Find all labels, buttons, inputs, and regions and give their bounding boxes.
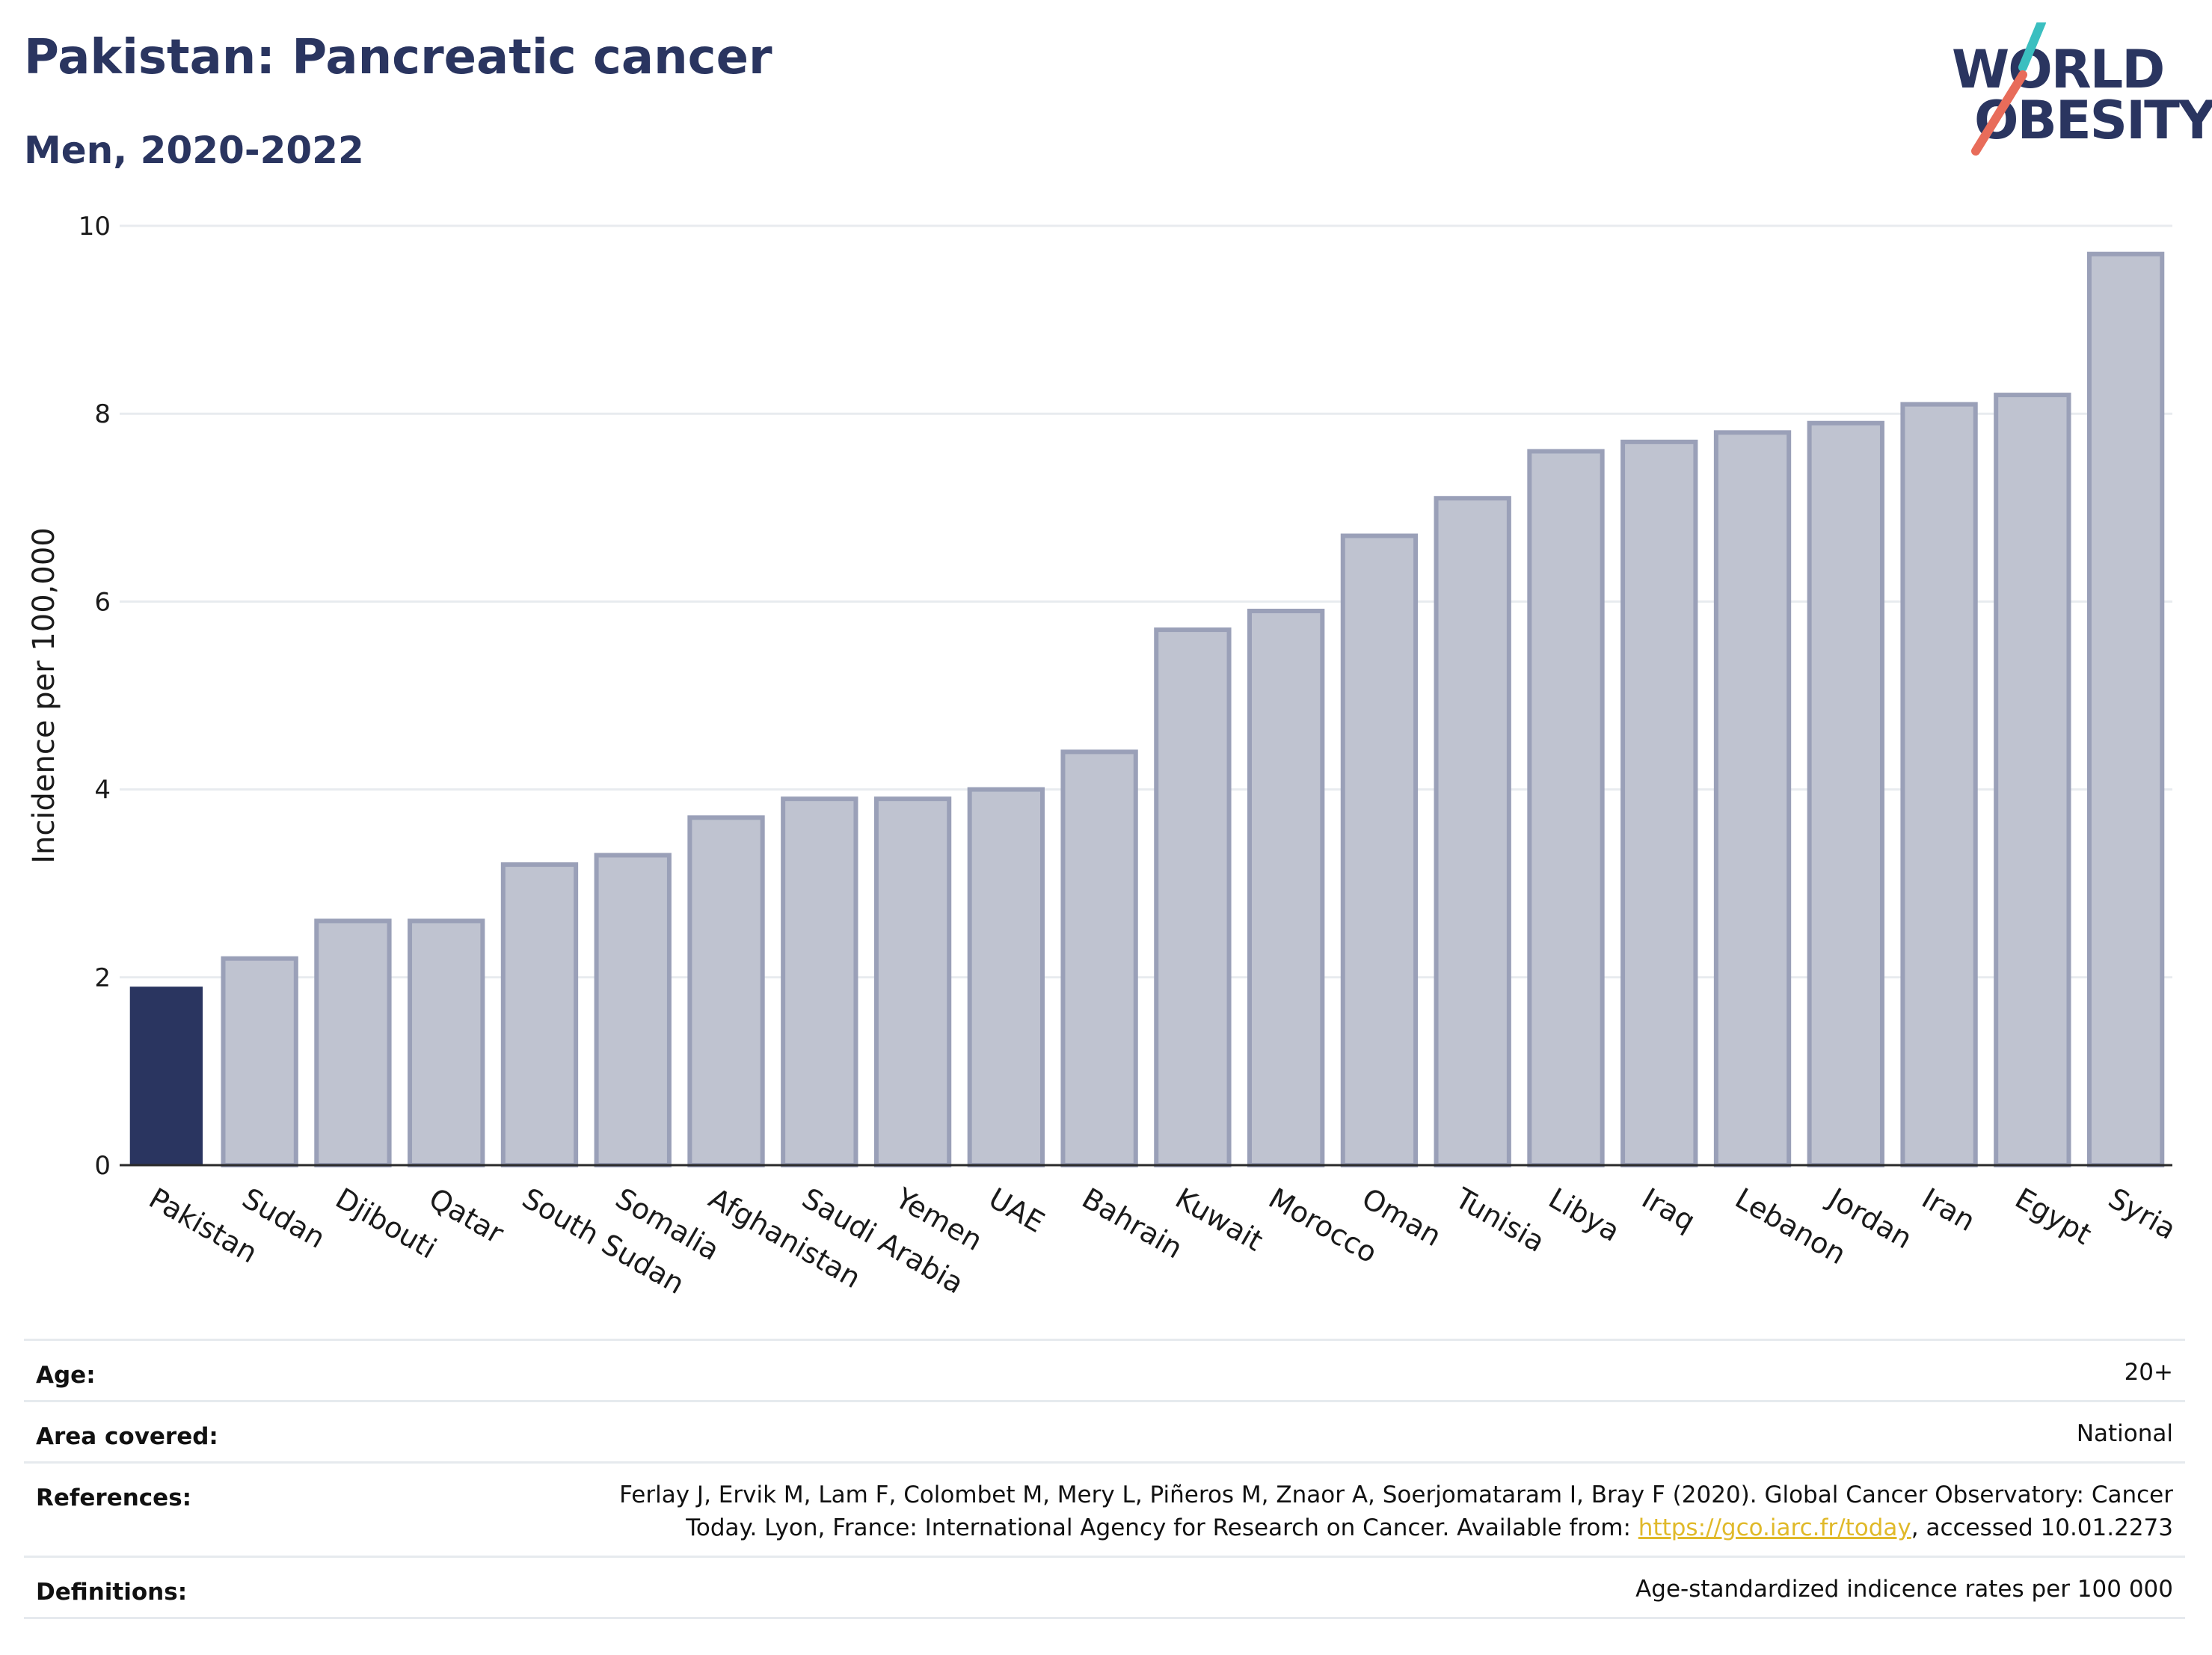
y-axis-ticks: 0 2 4 6 8 10 — [79, 212, 111, 1181]
meta-bottom-rule — [24, 1617, 2185, 1619]
page-subtitle: Men, 2020-2022 — [24, 129, 364, 172]
y-tick-label: 8 — [94, 399, 111, 429]
logo-line-1: WORLD — [1952, 39, 2165, 100]
meta-row-age: Age: 20+ — [24, 1339, 2185, 1402]
bar-south-sudan — [500, 862, 579, 1168]
x-tick-label: Egypt — [2009, 1182, 2097, 1251]
bar-lebanon — [1713, 430, 1792, 1167]
page-title: Pakistan: Pancreatic cancer — [24, 30, 772, 85]
area-label: Area covered: — [36, 1423, 218, 1450]
x-tick-label: Iran — [1917, 1182, 1981, 1238]
age-value: 20+ — [2124, 1359, 2173, 1386]
area-value: National — [2076, 1420, 2173, 1447]
references-label: References: — [36, 1484, 192, 1511]
x-tick-label: Bahrain — [1077, 1182, 1188, 1265]
bar-yemen — [873, 796, 952, 1167]
references-line-2: Today. Lyon, France: International Agenc… — [619, 1511, 2173, 1544]
references-line-2-suffix: , accessed 10.01.2273 — [1911, 1514, 2173, 1541]
bar-iraq — [1620, 439, 1698, 1167]
bar-bahrain — [1060, 749, 1138, 1167]
definitions-label: Definitions: — [36, 1579, 188, 1606]
references-value: Ferlay J, Ervik M, Lam F, Colombet M, Me… — [619, 1479, 2173, 1544]
bar-qatar — [408, 918, 485, 1167]
y-tick-label: 10 — [79, 212, 111, 242]
bar-iran — [1900, 402, 1978, 1167]
y-tick-label: 4 — [94, 776, 111, 805]
x-tick-label: UAE — [983, 1182, 1050, 1239]
x-tick-label: Tunisia — [1449, 1181, 1550, 1259]
definitions-value: Age-standardized indicence rates per 100… — [1635, 1576, 2173, 1603]
bar-libya — [1527, 449, 1605, 1167]
bar-morocco — [1247, 608, 1325, 1167]
y-tick-label: 0 — [94, 1151, 111, 1181]
bars — [129, 251, 2165, 1168]
references-link[interactable]: https://gco.iarc.fr/today — [1638, 1514, 1911, 1541]
world-obesity-logo: WORLD OBESITY — [1952, 22, 2212, 157]
y-tick-label: 6 — [94, 587, 111, 617]
meta-row-area: Area covered: National — [24, 1400, 2185, 1464]
meta-row-definitions: Definitions: Age-standardized indicence … — [24, 1556, 2185, 1619]
y-axis-label: Incidence per 100,000 — [27, 527, 61, 864]
references-line-2-text: Today. Lyon, France: International Agenc… — [686, 1514, 1638, 1541]
bar-djibouti — [314, 918, 392, 1167]
bar-oman — [1340, 533, 1419, 1168]
references-line-1: Ferlay J, Ervik M, Lam F, Colombet M, Me… — [619, 1481, 2173, 1508]
y-tick-label: 2 — [94, 963, 111, 993]
metadata-table: Age: 20+ Area covered: National Referenc… — [24, 1339, 2185, 1638]
x-tick-label: Djibouti — [330, 1182, 442, 1265]
meta-row-references: References: Ferlay J, Ervik M, Lam F, Co… — [24, 1461, 2185, 1558]
bar-sudan — [221, 956, 298, 1168]
logo-slash-icon — [1971, 22, 2046, 156]
bar-saudi-arabia — [781, 796, 858, 1167]
bar-kuwait — [1154, 627, 1232, 1167]
bar-jordan — [1807, 420, 1884, 1167]
bar-somalia — [594, 853, 672, 1168]
x-tick-label: Libya — [1543, 1182, 1625, 1248]
x-tick-label: Syria — [2103, 1182, 2181, 1246]
bar-tunisia — [1434, 496, 1511, 1167]
logo-line-2: OBESITY — [1974, 90, 2212, 151]
bar-pakistan — [129, 986, 203, 1165]
bar-afghanistan — [687, 815, 765, 1168]
bar-syria — [2086, 251, 2165, 1167]
age-label: Age: — [36, 1362, 96, 1389]
x-tick-label: Kuwait — [1170, 1182, 1268, 1258]
bar-egypt — [1994, 393, 2071, 1168]
bar-uae — [967, 787, 1045, 1167]
x-tick-label: Iraq — [1636, 1182, 1701, 1238]
